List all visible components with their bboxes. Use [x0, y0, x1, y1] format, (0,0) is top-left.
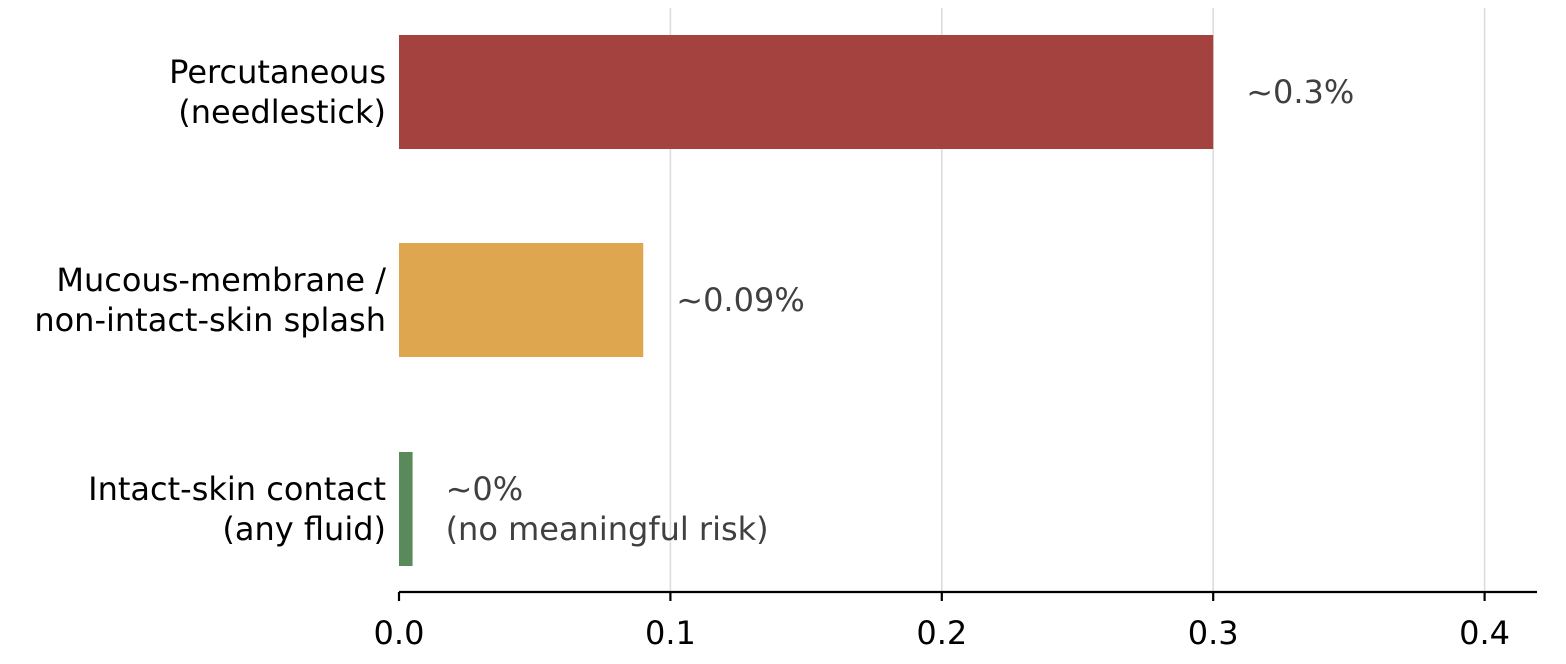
bars	[399, 35, 1214, 566]
labels: Percutaneous (needlestick) Mucous-membrane…	[34, 53, 1354, 548]
x-axis: 0.0 0.1 0.2 0.3 0.4	[374, 590, 1537, 652]
data-label-1: ~0.09%	[676, 281, 804, 319]
data-label-line: ~0.3%	[1246, 73, 1354, 111]
category-label-line: (needlestick)	[178, 93, 386, 131]
data-label-2: ~0% (no meaningful risk)	[446, 470, 769, 548]
category-label-line: (any fluid)	[222, 510, 386, 548]
bar-2	[399, 452, 413, 566]
category-label-1: Mucous-membrane / non-intact-skin splash	[34, 261, 386, 339]
data-label-line: ~0%	[446, 470, 524, 508]
data-label-line: (no meaningful risk)	[446, 510, 769, 548]
bar-0	[399, 35, 1214, 149]
x-tick-label-4: 0.4	[1459, 614, 1510, 652]
category-label-line: non-intact-skin splash	[34, 301, 386, 339]
category-label-2: Intact-skin contact (any fluid)	[88, 470, 386, 548]
category-label-line: Percutaneous	[169, 53, 386, 91]
data-label-0: ~0.3%	[1246, 73, 1354, 111]
data-label-line: ~0.09%	[676, 281, 804, 319]
x-tick-label-0: 0.0	[374, 614, 425, 652]
x-tick-label-1: 0.1	[645, 614, 696, 652]
bar-1	[399, 243, 644, 357]
x-tick-label-2: 0.2	[916, 614, 967, 652]
x-tick-label-3: 0.3	[1188, 614, 1239, 652]
category-label-0: Percutaneous (needlestick)	[169, 53, 386, 131]
category-label-line: Mucous-membrane /	[56, 261, 386, 299]
category-label-line: Intact-skin contact	[88, 470, 386, 508]
